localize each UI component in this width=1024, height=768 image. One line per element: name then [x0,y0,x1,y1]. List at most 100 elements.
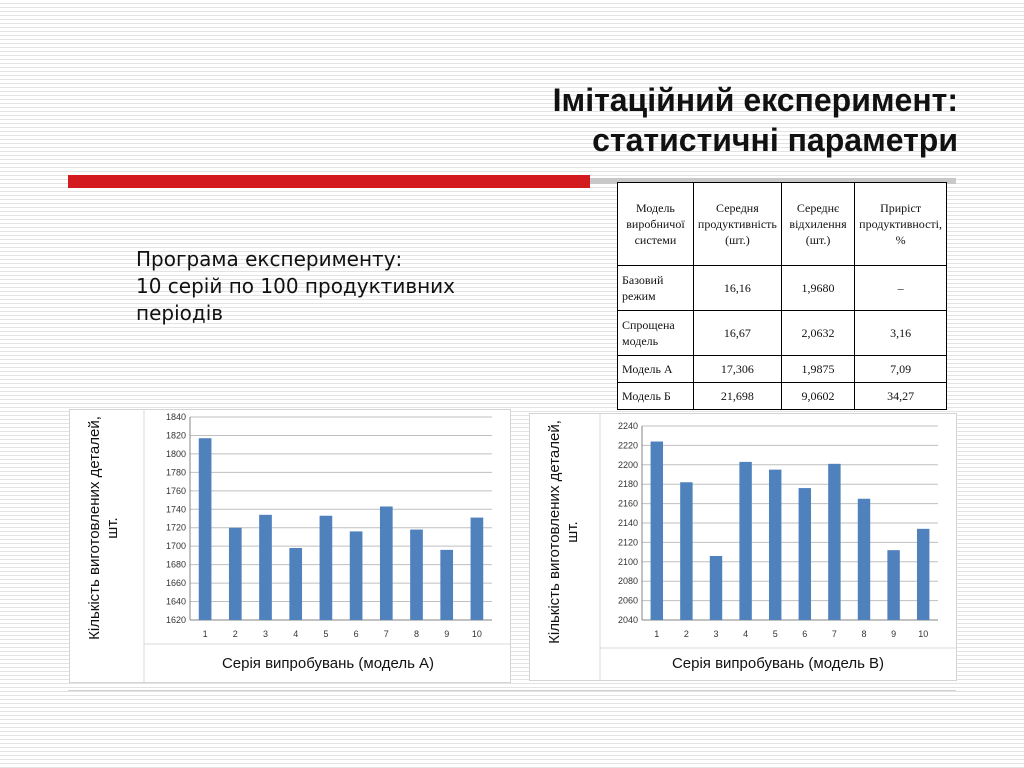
x-tick-label: 4 [293,629,298,639]
x-tick-label: 10 [918,629,928,639]
y-tick-label: 1740 [166,504,186,514]
table-cell: 34,27 [854,382,947,410]
table-cell: 17,306 [692,355,782,383]
y-tick-label: 1820 [166,430,186,440]
x-tick-label: 5 [323,629,328,639]
slide-title: Імітаційний експеримент: статистичні пар… [258,80,958,160]
y-tick-label: 1800 [166,449,186,459]
bar [798,488,812,620]
x-tick-label: 6 [802,629,807,639]
slide-title-line-1: Імітаційний експеримент: [552,82,958,118]
y-tick-label: 2060 [618,596,638,606]
x-tick-label: 3 [713,629,718,639]
x-tick-label: 9 [891,629,896,639]
bar [349,531,363,620]
bar [198,438,212,620]
chart-svg: 1620 1640 1660 1680 1700 1720 1740 1760 1780 1800… [86,410,510,682]
x-tick-label: 2 [684,629,689,639]
bar [709,555,723,620]
bar [680,482,693,620]
y-tick-label: 1760 [166,486,186,496]
bar-chart-model-b: 2040 2060 2080 2100 2120 2140 2160 2180 2200 2220… [529,413,957,681]
bar [887,550,900,620]
y-tick-label: 1640 [166,597,186,607]
bar [379,506,393,620]
header-productivity-gain: Приріст продуктивності, % [854,182,947,266]
slide-title-line-2: статистичні параметри [592,122,958,158]
red-divider-bar [68,175,590,188]
table-cell: Спрощена модель [617,310,694,356]
x-tick-label: 3 [263,629,268,639]
y-tick-label: 1700 [166,541,186,551]
header-deviation: Середнє відхилення (шт.) [780,182,856,266]
bar [319,515,333,620]
x-axis-title: Серія випробувань (модель В) [672,655,884,672]
table-cell: Базовий режим [617,265,694,311]
table-row: Модель А 17,306 1,9875 7,09 [617,355,947,383]
table-cell: Модель Б [617,382,694,410]
y-tick-label: 2100 [618,557,638,567]
x-tick-label: 1 [654,629,659,639]
bar [440,549,454,620]
y-tick-label: 2080 [618,576,638,586]
bar-chart-model-a: 1620 1640 1660 1680 1700 1720 1740 1760 1780 1800… [69,409,511,683]
header-model: Модель виробничої системи [617,182,694,266]
program-line-1: Програма експерименту: [136,247,403,271]
bar [739,461,752,620]
bar [259,514,272,620]
table-cell: 1,9680 [780,265,856,311]
table-row: Спрощена модель 16,67 2,0632 3,16 [617,310,947,356]
statistics-table: Модель виробничої системи Середня продук… [617,182,947,410]
table-cell: 7,09 [854,355,947,383]
header-average-productivity: Середня продуктивність (шт.) [692,182,782,266]
table-cell: 1,9875 [780,355,856,383]
y-tick-label: 2240 [618,421,638,431]
y-tick-label: 1840 [166,412,186,422]
y-tick-label: 2120 [618,537,638,547]
table-cell: 9,0602 [780,382,856,410]
bar [768,469,782,620]
bar [410,529,423,620]
grey-divider-bar [590,178,956,184]
x-tick-label: 10 [472,629,482,639]
y-axis-title: Кількість виготовлених деталей,шт. [86,416,121,640]
y-tick-label: 1780 [166,467,186,477]
x-axis-title: Серія випробувань (модель А) [222,655,434,672]
x-tick-label: 8 [414,629,419,639]
table-cell: 2,0632 [780,310,856,356]
bar [828,463,841,620]
table-row: Базовий режим 16,16 1,9680 – [617,265,947,311]
y-tick-label: 2200 [618,460,638,470]
table-header-row: Модель виробничої системи Середня продук… [617,182,947,266]
table-row: Модель Б 21,698 9,0602 34,27 [617,382,947,410]
experiment-program-text: Програма експерименту: 10 серій по 100 п… [136,246,556,327]
bottom-divider-line [68,690,956,691]
bar [470,517,484,620]
x-tick-label: 8 [861,629,866,639]
x-tick-label: 7 [832,629,837,639]
y-tick-label: 1620 [166,615,186,625]
bar [228,527,242,620]
y-tick-label: 1680 [166,560,186,570]
y-tick-label: 1660 [166,578,186,588]
table-cell: 3,16 [854,310,947,356]
x-tick-label: 5 [773,629,778,639]
x-tick-label: 7 [384,629,389,639]
y-tick-label: 2180 [618,479,638,489]
table-cell: – [854,265,947,311]
program-line-3: періодів [136,301,224,325]
chart-svg: 2040 2060 2080 2100 2120 2140 2160 2180 2200 2220… [546,414,956,680]
bar [289,548,303,620]
y-axis-title: Кількість виготовлених деталей,шт. [546,420,581,644]
bar [916,528,930,620]
y-tick-label: 2140 [618,518,638,528]
y-tick-label: 1720 [166,523,186,533]
x-tick-label: 4 [743,629,748,639]
y-tick-label: 2220 [618,440,638,450]
bar [650,441,664,620]
x-tick-label: 6 [354,629,359,639]
x-tick-label: 2 [233,629,238,639]
table-cell: 21,698 [692,382,782,410]
program-line-2: 10 серій по 100 продуктивних [136,274,456,298]
y-tick-label: 2040 [618,615,638,625]
